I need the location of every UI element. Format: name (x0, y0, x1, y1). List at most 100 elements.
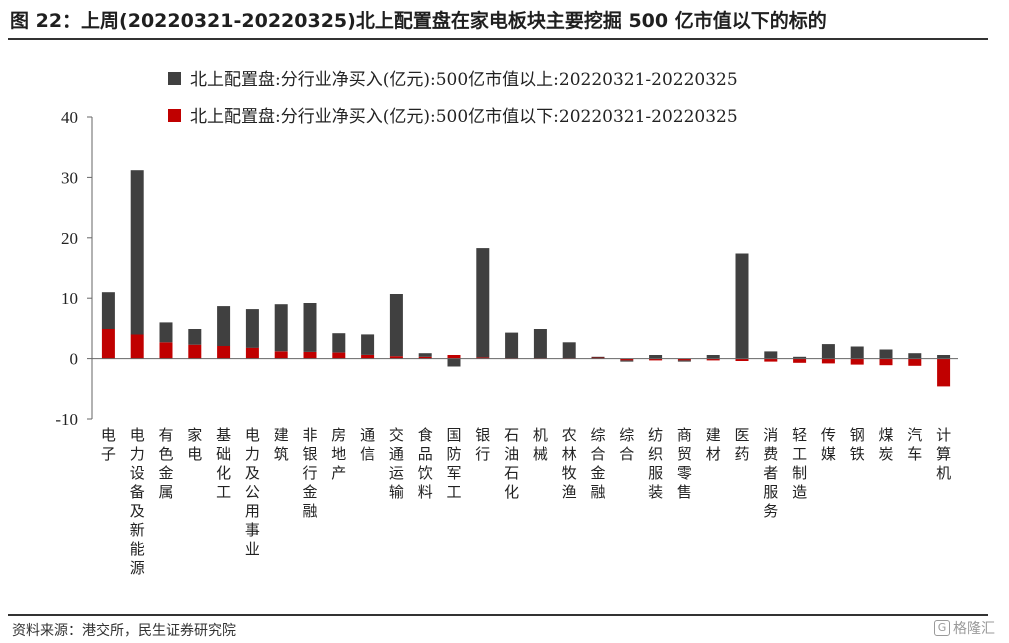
bar-above-25 (821, 344, 835, 359)
category-label: 通信 (360, 426, 375, 463)
bar-above-28 (908, 353, 922, 359)
bar-below-1 (130, 334, 144, 359)
bar-below-8 (332, 352, 346, 359)
bar-below-17 (591, 357, 605, 359)
legend-label-1: 北上配置盘:分行业净买入(亿元):500亿市值以下:20220321-20220… (190, 107, 738, 127)
category-label: 传媒 (821, 426, 836, 463)
bar-below-9 (361, 355, 375, 359)
bar-above-9 (361, 334, 375, 355)
bar-below-23 (764, 358, 778, 362)
bar-above-19 (649, 355, 663, 359)
y-tick-label: 30 (61, 168, 78, 187)
bar-above-20 (677, 360, 691, 362)
bar-below-2 (159, 342, 173, 359)
bar-above-24 (793, 356, 807, 359)
y-axis: -10 0 10 20 30 40 (55, 108, 93, 429)
category-label: 建材 (706, 426, 721, 463)
category-label: 煤炭 (878, 426, 893, 463)
bar-above-29 (937, 355, 951, 359)
legend-swatch-0 (168, 72, 181, 85)
category-label: 电子 (101, 426, 116, 463)
category-label: 基础化工 (216, 426, 231, 501)
bar-above-7 (303, 303, 317, 352)
category-label: 综合金融 (590, 426, 605, 501)
bar-above-8 (332, 333, 346, 353)
bar-below-6 (274, 351, 288, 359)
watermark: G 格隆汇 (934, 618, 995, 638)
bar-above-27 (879, 349, 893, 359)
watermark-text: 格隆汇 (953, 621, 995, 637)
category-label: 机械 (533, 426, 548, 463)
bar-below-27 (879, 358, 893, 366)
category-label: 食品饮料 (418, 426, 433, 501)
category-label: 非银行金融 (302, 426, 317, 520)
category-label: 钢铁 (850, 426, 865, 463)
bar-above-14 (505, 332, 519, 358)
bar-below-25 (821, 358, 835, 364)
category-label: 房地产 (331, 426, 346, 482)
category-label: 有色金属 (158, 426, 173, 501)
footer-divider (8, 614, 988, 616)
legend-label-0: 北上配置盘:分行业净买入(亿元):500亿市值以上:20220321-20220… (190, 70, 738, 90)
category-label: 轻工制造 (792, 426, 807, 501)
bar-above-2 (159, 322, 173, 343)
category-labels: 电子电力设备及新能源有色金属家电基础化工电力及公用事业建筑非银行金融房地产通信交… (101, 426, 951, 577)
title-divider (8, 38, 988, 40)
bar-above-15 (533, 329, 547, 358)
category-label: 电力设备及新能源 (130, 426, 145, 577)
bar-below-4 (217, 345, 231, 359)
bar-above-17 (591, 356, 605, 358)
bar-below-5 (245, 347, 259, 359)
category-label: 消费者服务 (763, 426, 778, 520)
bar-above-4 (217, 306, 231, 346)
bar-below-21 (706, 358, 720, 361)
bar-above-10 (389, 294, 403, 357)
category-label: 电力及公用事业 (245, 426, 260, 558)
bar-above-12 (447, 358, 461, 367)
bar-below-24 (793, 358, 807, 363)
bar-above-26 (850, 346, 864, 359)
bar-above-22 (735, 253, 749, 359)
chart-title: 图 22：上周(20220321-20220325)北上配置盘在家电板块主要挖掘… (10, 10, 827, 32)
bar-above-21 (706, 355, 720, 359)
bar-below-10 (389, 356, 403, 359)
y-tick-label: 20 (61, 229, 78, 248)
category-label: 石油石化 (504, 426, 519, 501)
y-tick-label: -10 (55, 410, 78, 429)
category-label: 计算机 (936, 426, 951, 482)
category-label: 农林牧渔 (562, 426, 577, 501)
bar-above-11 (418, 353, 432, 357)
bar-above-23 (764, 351, 778, 359)
bar-below-29 (937, 358, 951, 387)
bar-above-1 (130, 170, 144, 335)
bar-below-18 (620, 358, 634, 361)
category-label: 商贸零售 (677, 426, 692, 501)
source-note: 资料来源：港交所，民生证券研究院 (12, 623, 236, 639)
y-tick-label: 0 (70, 350, 79, 369)
category-label: 汽车 (907, 426, 922, 463)
bar-below-19 (649, 358, 663, 361)
y-tick-label: 10 (61, 289, 78, 308)
bar-below-11 (418, 356, 432, 359)
bar-above-16 (562, 342, 576, 358)
category-label: 综合 (619, 426, 634, 463)
bar-below-28 (908, 358, 922, 366)
bar-above-3 (188, 329, 202, 345)
bar-below-0 (101, 329, 115, 359)
bar-above-13 (476, 248, 490, 358)
bar-chart: 北上配置盘:分行业净买入(亿元):500亿市值以上:20220321-20220… (55, 70, 958, 577)
category-label: 国防军工 (446, 426, 461, 501)
legend-swatch-1 (168, 109, 181, 122)
bar-below-13 (476, 357, 490, 359)
bar-above-18 (620, 360, 634, 362)
legend: 北上配置盘:分行业净买入(亿元):500亿市值以上:20220321-20220… (168, 70, 738, 127)
watermark-logo-icon: G (934, 620, 950, 636)
category-label: 交通运输 (389, 426, 404, 501)
bar-below-12 (447, 355, 461, 359)
bar-above-0 (101, 292, 115, 329)
bar-above-5 (245, 309, 259, 348)
bars-group (101, 170, 951, 387)
y-tick-label: 40 (61, 108, 78, 127)
bar-below-22 (735, 358, 749, 361)
category-label: 建筑 (274, 426, 289, 463)
